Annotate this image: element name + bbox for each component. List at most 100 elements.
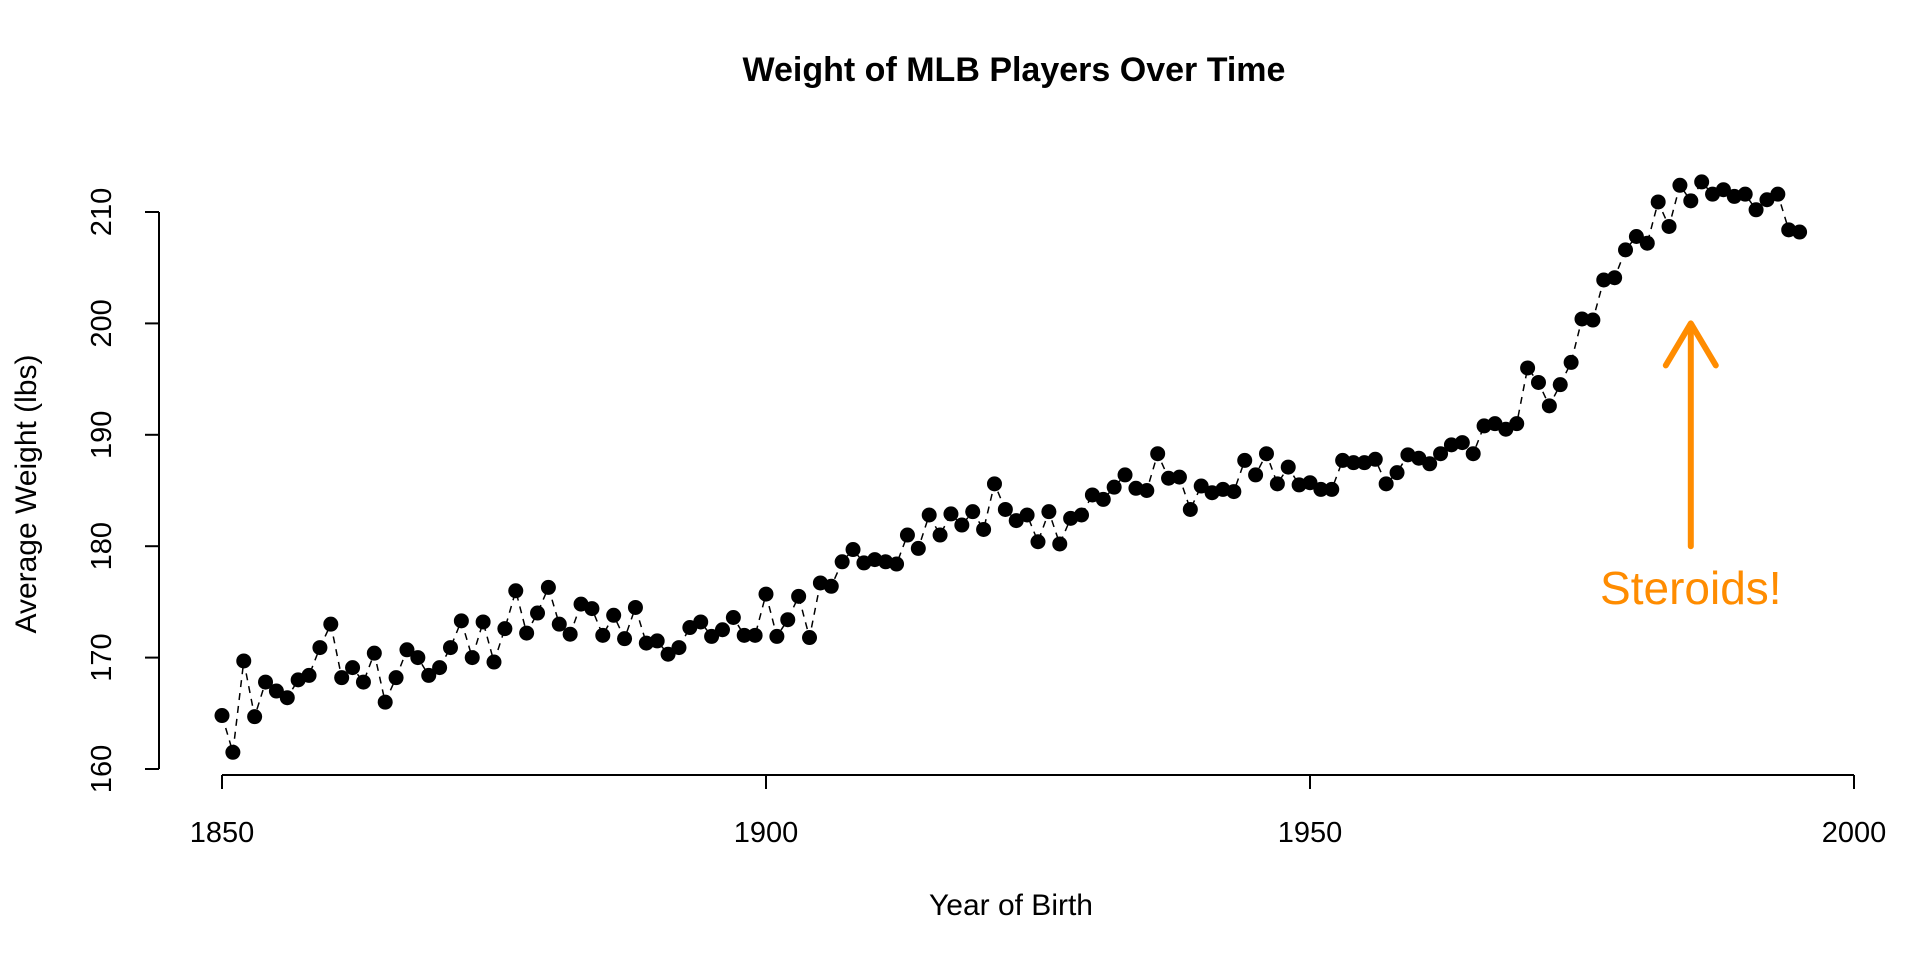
data-point — [1770, 186, 1786, 202]
data-point — [1095, 491, 1111, 507]
data-point — [323, 616, 339, 632]
data-point — [301, 667, 317, 683]
data-point — [1139, 483, 1155, 498]
data-point — [910, 540, 926, 556]
data-point — [562, 626, 578, 642]
data-point — [1248, 467, 1264, 483]
data-point — [943, 506, 959, 522]
series-line — [221, 180, 1800, 753]
data-point — [714, 622, 730, 638]
steroids-annotation: Steroids! — [1600, 320, 1782, 614]
data-point — [214, 708, 230, 724]
data-point — [736, 627, 752, 643]
data-point — [497, 621, 513, 637]
data-point — [780, 612, 796, 628]
y-tick-label: 210 — [86, 188, 118, 236]
data-point — [1520, 360, 1536, 376]
y-tick-label: 190 — [86, 411, 118, 459]
data-point — [932, 527, 948, 543]
data-point — [758, 586, 774, 602]
data-point — [1509, 416, 1525, 432]
data-point — [268, 683, 284, 699]
data-point — [1041, 504, 1057, 520]
x-tick-label: 1950 — [1278, 817, 1343, 849]
data-point — [1715, 182, 1731, 198]
data-point — [1019, 507, 1035, 523]
data-point — [475, 614, 491, 630]
data-point — [627, 599, 643, 615]
data-point — [1193, 478, 1209, 494]
data-point — [1748, 202, 1764, 218]
data-point — [355, 674, 371, 690]
data-point — [1737, 186, 1753, 202]
series-path — [221, 180, 1800, 753]
data-point — [747, 627, 763, 643]
data-point — [693, 614, 709, 630]
annotation-text: Steroids! — [1600, 562, 1782, 614]
data-point — [334, 670, 350, 686]
data-point — [1618, 242, 1634, 258]
data-point — [606, 607, 622, 623]
data-point — [1237, 452, 1253, 468]
data-point — [791, 588, 807, 604]
data-point — [519, 625, 535, 641]
data-point — [530, 605, 546, 621]
annotation-arrow-head — [1662, 320, 1719, 369]
data-point — [1161, 470, 1177, 486]
data-point — [1106, 479, 1122, 495]
data-point — [236, 653, 252, 669]
data-point — [1367, 451, 1383, 467]
data-point — [1683, 193, 1699, 209]
data-point — [1313, 481, 1329, 497]
data-point — [1117, 467, 1133, 483]
data-point — [1150, 446, 1166, 462]
data-point — [1672, 177, 1688, 193]
data-point — [247, 709, 263, 725]
data-point — [954, 517, 970, 533]
data-point — [595, 627, 611, 643]
data-point — [1226, 484, 1242, 500]
x-tick-label: 2000 — [1822, 817, 1887, 849]
data-point — [1454, 435, 1470, 451]
data-point — [388, 670, 404, 686]
data-point — [725, 609, 741, 625]
data-point — [889, 556, 905, 572]
x-axis-label: Year of Birth — [929, 889, 1093, 922]
data-point — [976, 521, 992, 537]
data-point — [1030, 534, 1046, 550]
data-point — [899, 527, 915, 543]
data-point — [279, 690, 295, 706]
data-point — [366, 645, 382, 661]
data-point — [1378, 476, 1394, 492]
data-point — [486, 654, 502, 670]
data-point — [1280, 459, 1296, 475]
data-point — [453, 613, 469, 629]
data-point — [421, 667, 437, 683]
y-axis-label: Average Weight (lbs) — [10, 354, 43, 633]
series-points — [214, 174, 1808, 760]
data-point — [671, 640, 687, 656]
data-point — [1552, 377, 1568, 393]
data-point — [399, 642, 415, 658]
data-point — [584, 601, 600, 617]
data-point — [823, 578, 839, 594]
y-tick-label: 180 — [86, 522, 118, 570]
data-point — [769, 628, 785, 644]
data-point — [704, 628, 720, 644]
data-point — [997, 501, 1013, 517]
data-point — [1422, 456, 1438, 472]
data-point — [1258, 446, 1274, 462]
data-point — [1574, 311, 1590, 327]
data-point — [442, 640, 458, 656]
y-tick-label: 200 — [86, 299, 118, 347]
data-point — [660, 646, 676, 662]
data-point — [1171, 469, 1187, 485]
data-point — [1541, 398, 1557, 414]
data-point — [1182, 501, 1198, 517]
data-point — [312, 640, 328, 656]
data-point — [617, 631, 633, 647]
data-point — [1269, 476, 1285, 492]
data-point — [540, 579, 556, 595]
data-point — [1628, 229, 1644, 245]
